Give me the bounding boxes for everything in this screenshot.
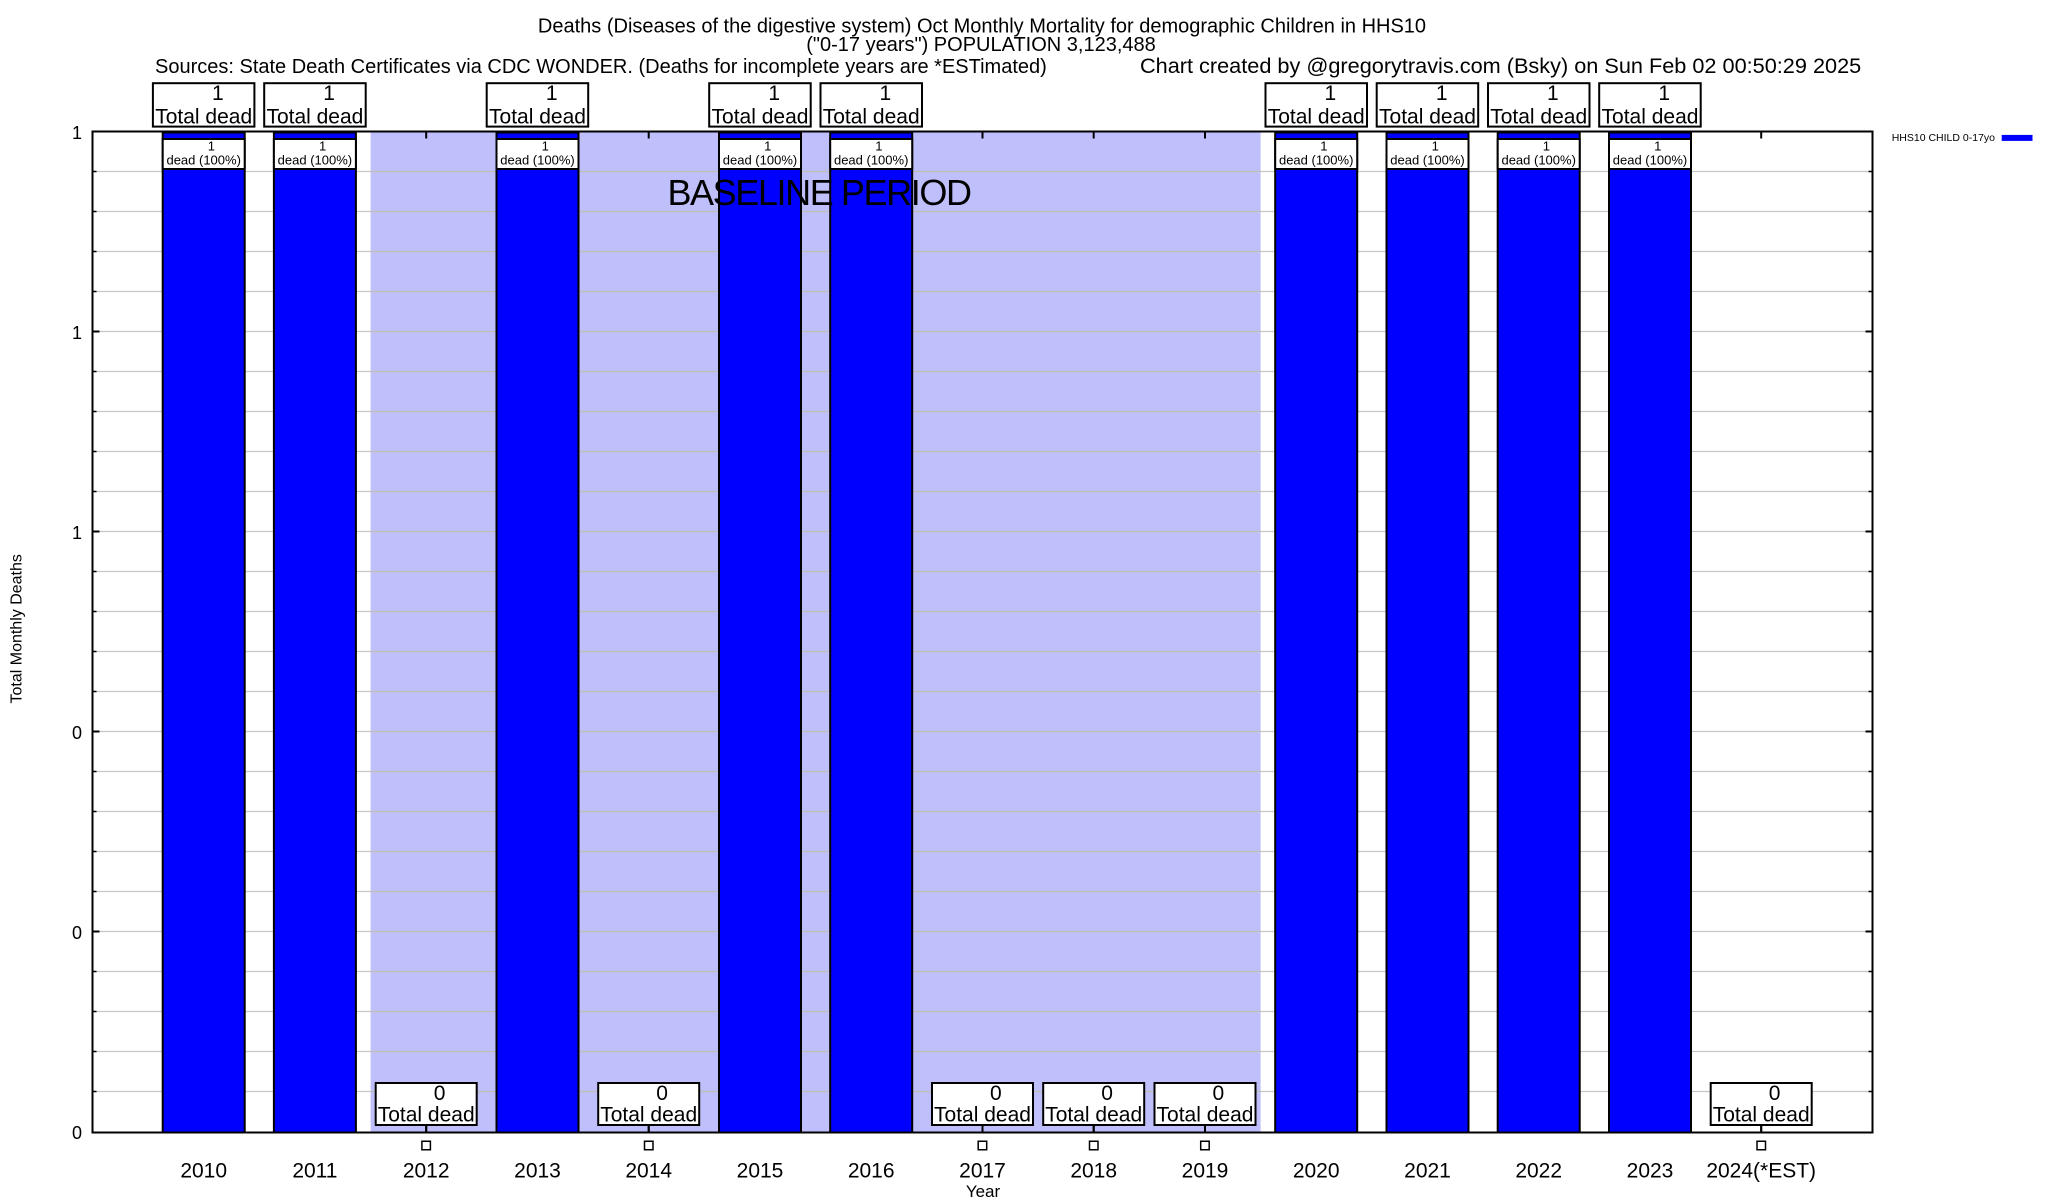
- svg-text:dead (100%): dead (100%): [1390, 152, 1464, 167]
- svg-text:1: 1: [72, 123, 82, 143]
- svg-text:2017: 2017: [959, 1160, 1006, 1183]
- svg-text:0: 0: [72, 923, 82, 943]
- svg-text:dead (100%): dead (100%): [1279, 152, 1353, 167]
- svg-text:Total dead: Total dead: [266, 106, 363, 129]
- svg-text:Total dead: Total dead: [600, 1104, 697, 1127]
- svg-text:Total dead: Total dead: [155, 106, 252, 129]
- svg-text:Total dead: Total dead: [1713, 1104, 1810, 1127]
- svg-text:0: 0: [1769, 1082, 1781, 1105]
- svg-text:dead (100%): dead (100%): [278, 152, 352, 167]
- svg-text:Total dead: Total dead: [934, 1104, 1031, 1127]
- svg-text:1: 1: [768, 82, 780, 105]
- svg-text:Sources: State Death Certifica: Sources: State Death Certificates via CD…: [155, 56, 1047, 78]
- svg-text:Deaths (Diseases of the digest: Deaths (Diseases of the digestive system…: [538, 16, 1426, 38]
- svg-text:dead (100%): dead (100%): [723, 152, 797, 167]
- svg-text:2018: 2018: [1070, 1160, 1117, 1183]
- svg-text:1: 1: [1543, 139, 1550, 154]
- svg-text:Total dead: Total dead: [1045, 1104, 1142, 1127]
- svg-text:1: 1: [1436, 82, 1448, 105]
- svg-text:1: 1: [323, 82, 335, 105]
- svg-text:2024(*EST): 2024(*EST): [1706, 1160, 1816, 1183]
- svg-text:1: 1: [208, 139, 215, 154]
- svg-text:2020: 2020: [1293, 1160, 1340, 1183]
- svg-text:dead (100%): dead (100%): [166, 152, 240, 167]
- svg-text:2022: 2022: [1515, 1160, 1562, 1183]
- svg-text:0: 0: [990, 1082, 1002, 1105]
- svg-text:1: 1: [72, 523, 82, 543]
- svg-text:1: 1: [319, 139, 326, 154]
- svg-text:1: 1: [1325, 82, 1337, 105]
- svg-text:Total dead: Total dead: [1602, 106, 1699, 129]
- svg-text:dead (100%): dead (100%): [1613, 152, 1687, 167]
- svg-text:Total dead: Total dead: [1157, 1104, 1254, 1127]
- svg-text:2019: 2019: [1182, 1160, 1229, 1183]
- svg-text:1: 1: [542, 139, 549, 154]
- svg-text:1: 1: [875, 139, 882, 154]
- svg-text:1: 1: [1432, 139, 1439, 154]
- svg-text:Total dead: Total dead: [1490, 106, 1587, 129]
- svg-text:1: 1: [72, 323, 82, 343]
- svg-text:1: 1: [212, 82, 224, 105]
- svg-text:0: 0: [72, 1123, 82, 1143]
- svg-text:2021: 2021: [1404, 1160, 1451, 1183]
- svg-text:1: 1: [1320, 139, 1327, 154]
- svg-text:2010: 2010: [180, 1160, 227, 1183]
- svg-text:1: 1: [1654, 139, 1661, 154]
- svg-text:Total Monthly Deaths: Total Monthly Deaths: [9, 554, 26, 703]
- svg-text:2016: 2016: [848, 1160, 895, 1183]
- svg-text:2015: 2015: [737, 1160, 784, 1183]
- svg-text:1: 1: [546, 82, 558, 105]
- svg-text:Chart created by @gregorytravi: Chart created by @gregorytravis.com (Bsk…: [1140, 53, 1861, 78]
- svg-text:Total dead: Total dead: [378, 1104, 475, 1127]
- svg-text:Total dead: Total dead: [823, 106, 920, 129]
- svg-text:0: 0: [656, 1082, 668, 1105]
- svg-text:0: 0: [434, 1082, 446, 1105]
- svg-text:BASELINE PERIOD: BASELINE PERIOD: [667, 172, 971, 213]
- svg-text:dead (100%): dead (100%): [1501, 152, 1575, 167]
- svg-text:Total dead: Total dead: [489, 106, 586, 129]
- svg-text:Total dead: Total dead: [1379, 106, 1476, 129]
- svg-text:Year: Year: [966, 1182, 1001, 1200]
- svg-text:1: 1: [764, 139, 771, 154]
- svg-text:Total dead: Total dead: [712, 106, 809, 129]
- svg-text:1: 1: [1658, 82, 1670, 105]
- svg-text:0: 0: [1101, 1082, 1113, 1105]
- svg-text:dead (100%): dead (100%): [500, 152, 574, 167]
- svg-text:0: 0: [1213, 1082, 1225, 1105]
- svg-text:1: 1: [880, 82, 892, 105]
- svg-text:2014: 2014: [625, 1160, 672, 1183]
- svg-text:2023: 2023: [1627, 1160, 1674, 1183]
- svg-text:0: 0: [72, 723, 82, 743]
- svg-text:2012: 2012: [403, 1160, 450, 1183]
- svg-text:HHS10 CHILD 0-17yo: HHS10 CHILD 0-17yo: [1892, 132, 1995, 144]
- svg-text:Total dead: Total dead: [1268, 106, 1365, 129]
- svg-text:1: 1: [1547, 82, 1559, 105]
- svg-text:("0-17 years") POPULATION 3,12: ("0-17 years") POPULATION 3,123,488: [806, 34, 1156, 56]
- svg-text:2013: 2013: [514, 1160, 561, 1183]
- svg-text:dead (100%): dead (100%): [834, 152, 908, 167]
- svg-text:2011: 2011: [292, 1160, 337, 1183]
